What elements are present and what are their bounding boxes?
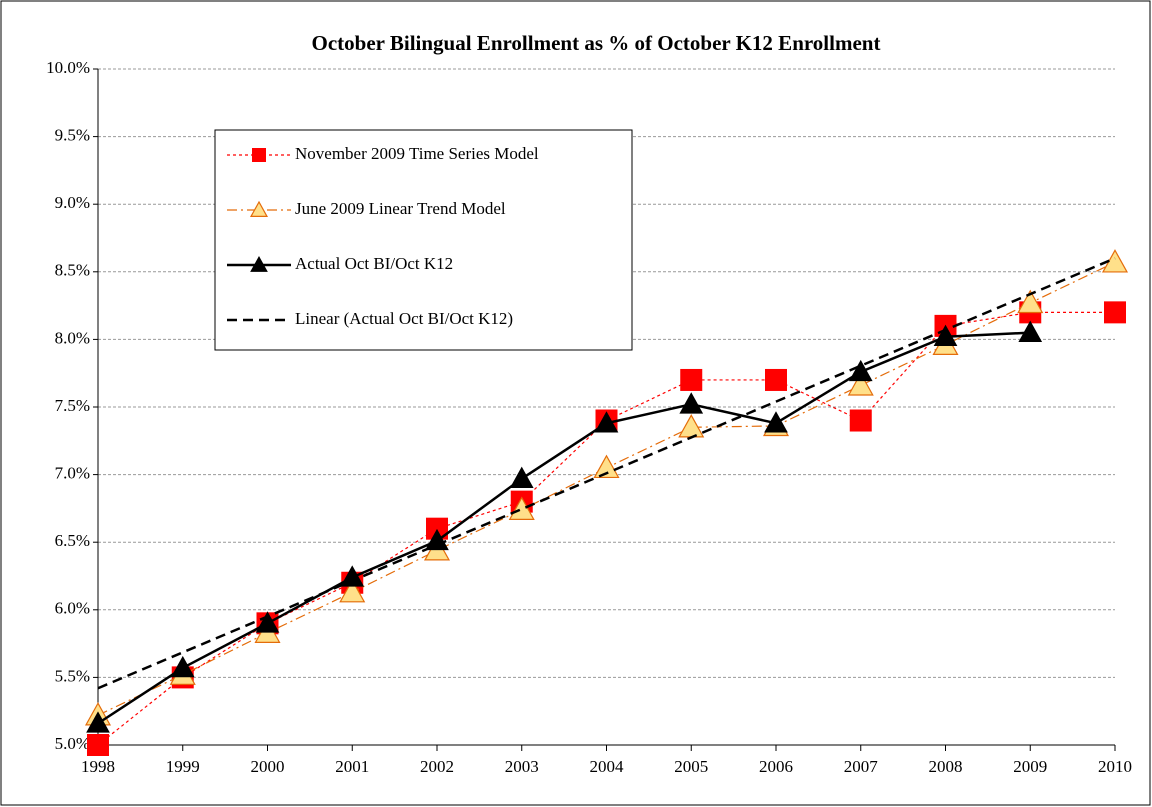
series-line [97, 257, 1116, 690]
x-tick-label: 2006 [759, 757, 793, 776]
marker [848, 359, 873, 382]
y-tick-label: 9.5% [55, 126, 90, 145]
x-tick-label: 1999 [166, 757, 200, 776]
marker [426, 517, 448, 540]
legend-box [214, 129, 633, 351]
marker [849, 409, 872, 432]
marker [1104, 301, 1126, 324]
y-tick-label: 10.0% [46, 58, 90, 77]
y-tick-label: 5.5% [55, 666, 90, 685]
x-tick-label: 2005 [674, 757, 708, 776]
marker [340, 565, 365, 587]
legend-marker [250, 255, 268, 272]
marker [594, 411, 619, 433]
legend-marker [252, 148, 266, 162]
chart-title: October Bilingual Enrollment as % of Oct… [312, 31, 881, 55]
x-tick-label: 2002 [420, 757, 454, 776]
marker [87, 734, 109, 756]
y-tick-label: 9.0% [55, 193, 90, 212]
y-tick-label: 7.5% [55, 396, 90, 415]
marker [170, 655, 195, 678]
x-tick-label: 2001 [335, 757, 369, 776]
legend-label: Actual Oct BI/Oct K12 [295, 254, 453, 273]
x-tick-label: 2003 [505, 757, 539, 776]
x-tick-label: 2004 [590, 757, 625, 776]
marker [255, 611, 280, 633]
marker [933, 324, 958, 346]
x-tick-label: 2000 [251, 757, 285, 776]
marker [765, 368, 787, 391]
y-tick-label: 6.5% [55, 531, 90, 550]
legend-label: June 2009 Linear Trend Model [295, 199, 506, 218]
y-tick-label: 8.0% [55, 328, 90, 347]
marker [680, 368, 703, 391]
y-tick-label: 8.5% [55, 261, 90, 280]
legend-marker [249, 200, 269, 217]
marker [1018, 320, 1043, 342]
marker [593, 454, 620, 479]
marker [86, 711, 110, 733]
series-line [97, 331, 1031, 725]
x-tick-label: 2007 [844, 757, 879, 776]
marker [1017, 289, 1044, 314]
x-tick-label: 2008 [929, 757, 963, 776]
marker [764, 411, 788, 433]
marker [679, 392, 704, 414]
legend-label: Linear (Actual Oct BI/Oct K12) [295, 309, 513, 328]
x-tick-label: 1998 [81, 757, 115, 776]
x-tick-label: 2010 [1098, 757, 1132, 776]
legend-label: November 2009 Time Series Model [295, 144, 539, 163]
marker [425, 528, 449, 551]
y-tick-label: 5.0% [55, 734, 90, 753]
x-tick-label: 2009 [1013, 757, 1047, 776]
y-tick-label: 7.0% [55, 464, 90, 483]
marker [847, 372, 874, 396]
marker [508, 496, 535, 520]
marker [339, 578, 366, 603]
marker [509, 466, 534, 488]
y-tick-label: 6.0% [55, 599, 90, 618]
